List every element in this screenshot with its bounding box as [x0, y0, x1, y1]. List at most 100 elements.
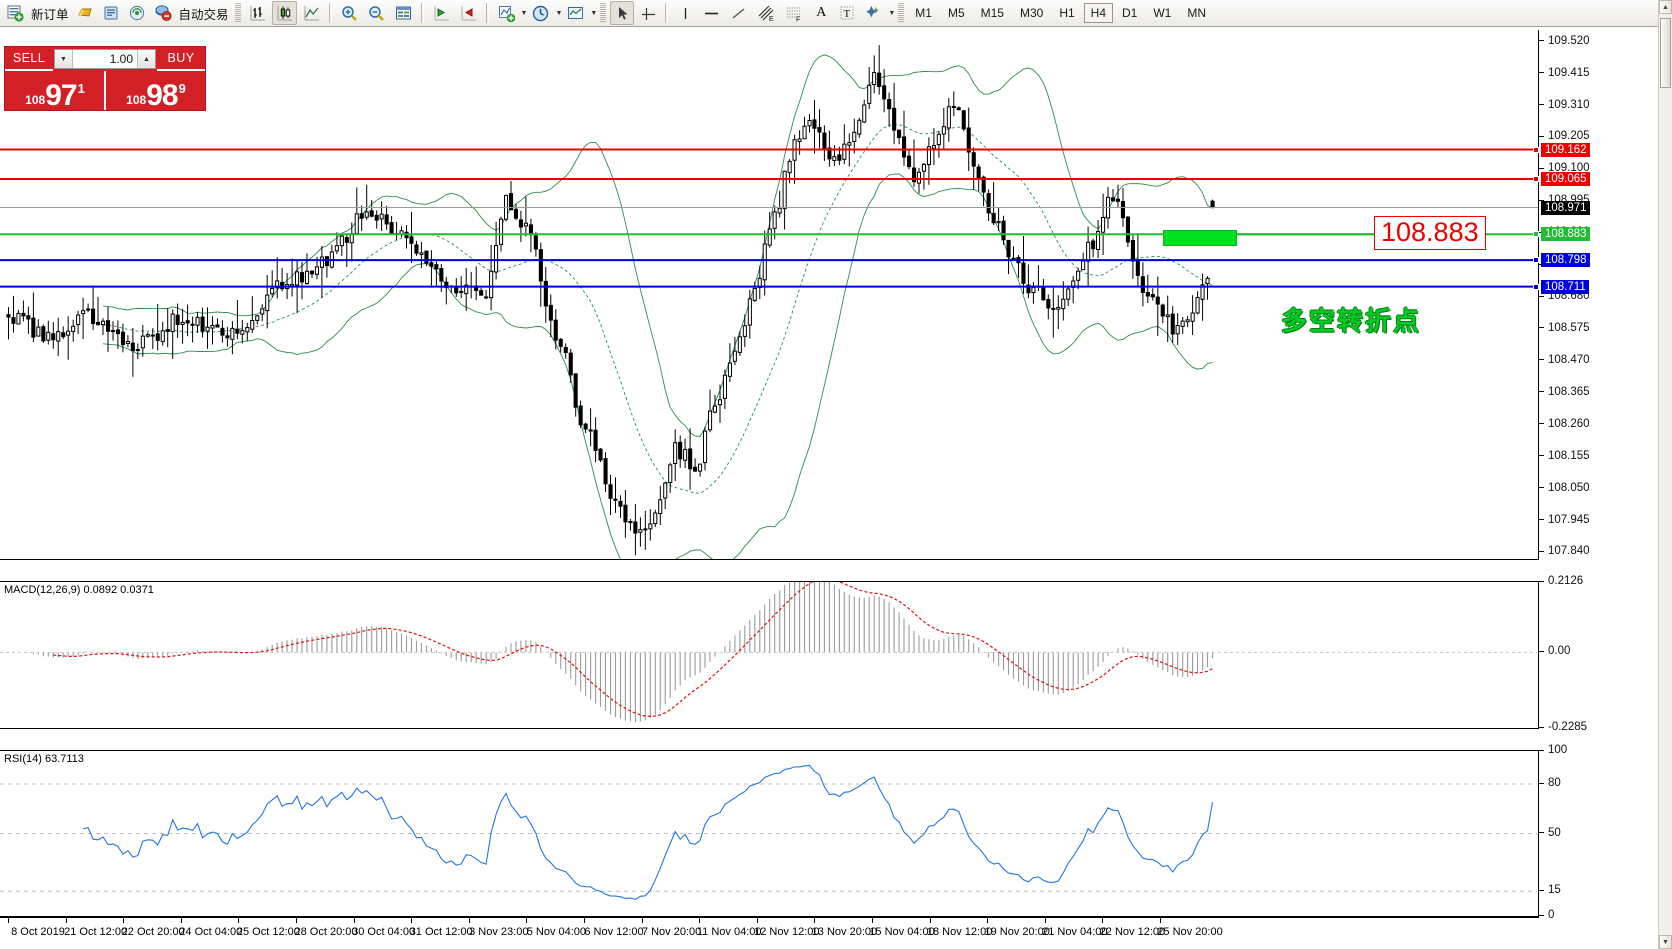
time-label: 19 Nov 20:00	[984, 926, 1050, 938]
buy-button[interactable]: BUY	[157, 47, 205, 71]
price-tag-support-line[interactable]: 108.711	[1541, 279, 1589, 294]
scroll-up-arrow[interactable]: ▲	[1659, 0, 1672, 14]
price-scale[interactable]: 109.520 109.415 109.310 109.205 109.100 108.9…	[1533, 30, 1672, 560]
volume-value[interactable]: 1.00	[109, 52, 133, 66]
price-tag-handle[interactable]	[1533, 257, 1539, 264]
sell-button[interactable]: SELL	[5, 47, 53, 71]
text-label-icon[interactable]: T	[835, 1, 859, 25]
price-tag-handle[interactable]	[1533, 283, 1539, 290]
timeframe-m1[interactable]: M1	[915, 6, 932, 20]
tick-dash	[1539, 423, 1544, 425]
indicators-icon[interactable]	[494, 1, 519, 25]
bar-chart-icon[interactable]	[245, 1, 270, 25]
text-note-annotation[interactable]: 多空转折点	[1281, 306, 1422, 337]
time-tick	[872, 918, 873, 923]
auto-trading-label[interactable]: 自动交易	[178, 7, 229, 22]
tick-label: -0.2285	[1548, 721, 1588, 733]
tick-dash	[1539, 650, 1544, 652]
volume-input[interactable]: ▼ 1.00 ▲	[54, 49, 156, 69]
toolbar-grip-2[interactable]	[600, 3, 607, 23]
price-tag-pivot-line[interactable]: 108.883	[1541, 227, 1590, 242]
timeframe-h1[interactable]: H1	[1059, 6, 1075, 20]
timeframe-w1[interactable]: W1	[1153, 6, 1172, 20]
price-tag-handle[interactable]	[1533, 176, 1539, 182]
buy-price[interactable]: 108 98 9	[104, 71, 205, 111]
crosshair-icon[interactable]	[636, 1, 660, 25]
tick-label: 108.155	[1548, 449, 1590, 462]
price-tag-support-line[interactable]: 108.798	[1541, 253, 1590, 268]
trade-controls-row: SELL ▼ 1.00 ▲ BUY	[5, 47, 205, 71]
price-chart-pane[interactable]	[0, 30, 1539, 560]
timeframe-m30[interactable]: M30	[1019, 6, 1044, 20]
vertical-line-icon[interactable]	[673, 1, 697, 25]
volume-increase-button[interactable]: ▲	[137, 50, 155, 68]
new-order-label[interactable]: 新订单	[31, 7, 69, 22]
new-order-icon[interactable]	[3, 1, 27, 25]
shapes-dropdown-arrow[interactable]: ▼	[888, 9, 896, 17]
candlestick-chart-icon[interactable]	[271, 1, 297, 25]
horizontal-line-icon[interactable]	[699, 1, 724, 25]
price-tick: 108.050	[1539, 481, 1590, 494]
period-dropdown-arrow[interactable]: ▼	[555, 9, 563, 17]
gold-bar-icon[interactable]	[73, 1, 97, 25]
text-icon[interactable]: A	[816, 5, 827, 20]
cursor-icon[interactable]	[610, 1, 635, 25]
rsi-scale[interactable]: 100 80 50 15 0	[1539, 744, 1672, 921]
fibonacci-icon[interactable]: F	[781, 1, 807, 25]
scroll-down-arrow[interactable]: ▼	[1659, 935, 1672, 949]
toolbar-grip-3[interactable]	[898, 3, 905, 23]
price-tag-resistance-line[interactable]: 109.065	[1541, 172, 1590, 186]
time-label: 18 Nov 12:00	[926, 926, 993, 938]
trendline-icon[interactable]	[726, 1, 751, 25]
timeframe-m15[interactable]: M15	[980, 6, 1004, 20]
price-tag-handle[interactable]	[1533, 231, 1539, 238]
line-chart-icon[interactable]	[299, 1, 324, 25]
macd-pane[interactable]: MACD(12,26,9) 0.0892 0.0371	[0, 581, 1539, 729]
shapes-icon[interactable]	[861, 1, 886, 25]
shift-end-icon[interactable]	[456, 1, 481, 25]
window-scrollbar[interactable]: ▲ ▼	[1658, 0, 1672, 949]
auto-trading-icon[interactable]	[151, 1, 175, 25]
toolbar-divider-4	[665, 3, 669, 23]
one-click-trade-panel[interactable]: SELL ▼ 1.00 ▲ BUY 108 97 1 108 98 9	[4, 46, 206, 111]
timeframe-d1[interactable]: D1	[1122, 6, 1138, 20]
sell-price[interactable]: 108 97 1	[5, 71, 104, 111]
toolbar-grip[interactable]	[234, 3, 241, 23]
templates-dropdown-arrow[interactable]: ▼	[590, 9, 598, 17]
shift-start-icon[interactable]	[429, 1, 454, 25]
templates-icon[interactable]	[563, 1, 588, 25]
volume-decrease-button[interactable]: ▼	[55, 50, 73, 68]
time-tick	[584, 918, 585, 923]
tick-dash	[1539, 40, 1544, 42]
timeframe-h4[interactable]: H4	[1083, 3, 1113, 23]
time-tick	[987, 918, 989, 923]
news-icon[interactable]	[99, 1, 123, 25]
price-tag-resistance-line[interactable]: 109.162	[1541, 142, 1590, 157]
data-window-icon[interactable]	[391, 1, 416, 25]
price-tag-last-price[interactable]: 108.971	[1541, 200, 1590, 215]
time-scale[interactable]: 8 Oct 2019 21 Oct 12:00 22 Oct 20:00 24 Oct…	[0, 917, 1539, 949]
equidistant-channel-icon[interactable]: E	[753, 1, 779, 25]
scroll-thumb[interactable]	[1660, 18, 1671, 88]
main-toolbar: 新订单	[0, 0, 1672, 27]
macd-scale[interactable]: 0.2126 0.00 -0.2285	[1539, 575, 1672, 733]
highlight-zone-annotation[interactable]	[1163, 230, 1237, 246]
tick-dash	[1539, 72, 1544, 74]
tick-dash	[1539, 889, 1544, 891]
zoom-in-icon[interactable]	[337, 1, 362, 25]
price-callout-annotation[interactable]: 108.883	[1374, 216, 1486, 251]
tick-label: 0.2126	[1548, 575, 1584, 587]
signal-icon[interactable]	[125, 1, 149, 25]
time-label: 15 Nov 04:00	[869, 926, 935, 938]
zoom-out-icon[interactable]	[364, 1, 389, 25]
timeframe-mn[interactable]: MN	[1187, 6, 1207, 20]
tick-label: 0.00	[1548, 645, 1571, 658]
timeframe-m5[interactable]: M5	[947, 6, 965, 20]
time-label: 28 Oct 20:00	[294, 926, 358, 938]
indicators-dropdown-arrow[interactable]: ▼	[520, 9, 528, 17]
macd-tick: 0.2126	[1539, 575, 1583, 588]
price-tick: 109.100	[1539, 162, 1590, 175]
period-icon[interactable]	[528, 1, 553, 25]
rsi-pane[interactable]: RSI(14) 63.7113	[0, 750, 1539, 917]
price-tag-handle[interactable]	[1533, 146, 1539, 153]
